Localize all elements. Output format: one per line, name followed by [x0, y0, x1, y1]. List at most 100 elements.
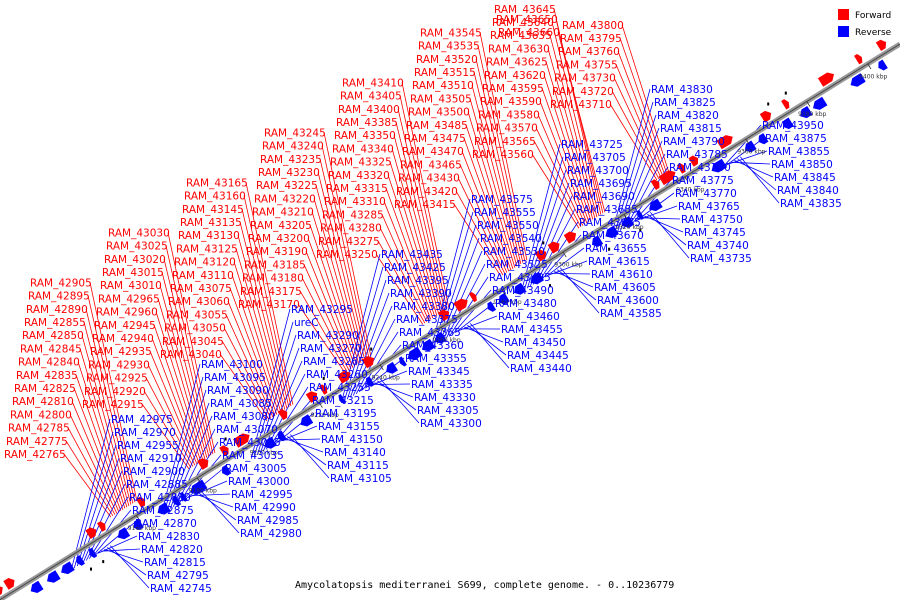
gene-label[interactable]: RAM_43030 [108, 227, 170, 239]
gene-label[interactable]: RAM_42915 [82, 399, 144, 411]
gene-label[interactable]: RAM_43600 [597, 295, 659, 307]
reverse-gene-arrow[interactable] [31, 581, 44, 593]
gene-label[interactable]: RAM_43845 [774, 172, 836, 184]
gene-label[interactable]: RAM_43065 [219, 437, 281, 449]
gene-label[interactable]: RAM_43185 [244, 259, 306, 271]
gene-label[interactable]: RAM_43705 [564, 152, 626, 164]
gene-label[interactable]: RAM_43305 [417, 405, 479, 417]
gene-label[interactable]: RAM_43100 [201, 359, 263, 371]
gene-label[interactable]: RAM_42980 [240, 528, 302, 540]
gene-label[interactable]: RAM_43425 [384, 262, 446, 274]
gene-label[interactable]: RAM_43295 [291, 304, 353, 316]
gene-label[interactable]: RAM_43615 [588, 256, 650, 268]
gene-label[interactable]: RAM_43660 [498, 27, 560, 39]
gene-label[interactable]: RAM_43730 [554, 73, 616, 85]
gene-label[interactable]: RAM_43280 [320, 223, 382, 235]
gene-label[interactable]: RAM_43655 [585, 243, 647, 255]
gene-label[interactable]: RAM_42810 [12, 396, 74, 408]
gene-label[interactable]: RAM_43840 [777, 185, 839, 197]
gene-label[interactable]: RAM_43775 [672, 175, 734, 187]
gene-label[interactable]: RAM_43250 [316, 249, 378, 261]
gene-label[interactable]: RAM_43500 [408, 107, 470, 119]
gene-label[interactable]: RAM_42905 [30, 277, 92, 289]
gene-label[interactable]: RAM_43770 [675, 188, 737, 200]
gene-label[interactable]: RAM_43480 [495, 298, 557, 310]
gene-label[interactable]: RAM_43800 [562, 20, 624, 32]
gene-label[interactable]: RAM_43515 [414, 67, 476, 79]
gene-label[interactable]: RAM_43340 [332, 143, 394, 155]
gene-label[interactable]: RAM_43780 [669, 162, 731, 174]
gene-label[interactable]: RAM_43350 [334, 130, 396, 142]
gene-label[interactable]: RAM_43460 [498, 311, 560, 323]
gene-label[interactable]: RAM_43410 [342, 77, 404, 89]
gene-label[interactable]: RAM_42985 [237, 515, 299, 527]
gene-label[interactable]: RAM_43565 [474, 136, 536, 148]
gene-label[interactable]: RAM_42850 [22, 330, 84, 342]
gene-label[interactable]: RAM_43525 [486, 259, 548, 271]
gene-label[interactable]: RAM_43950 [762, 120, 824, 132]
gene-label[interactable]: RAM_43325 [330, 157, 392, 169]
gene-label[interactable]: RAM_42745 [150, 583, 212, 595]
gene-label[interactable]: RAM_43070 [216, 424, 278, 436]
gene-label[interactable]: RAM_43875 [765, 133, 827, 145]
gene-label[interactable]: RAM_43135 [180, 217, 242, 229]
gene-label[interactable]: RAM_43700 [567, 165, 629, 177]
gene-label[interactable]: RAM_43165 [186, 177, 248, 189]
gene-label[interactable]: RAM_43130 [178, 230, 240, 242]
gene-label[interactable]: RAM_43530 [483, 246, 545, 258]
gene-label[interactable]: RAM_43510 [412, 80, 474, 92]
gene-label[interactable]: RAM_43385 [336, 117, 398, 129]
gene-label[interactable]: RAM_43815 [660, 123, 722, 135]
gene-label[interactable]: RAM_43045 [162, 336, 224, 348]
gene-label[interactable]: RAM_43440 [510, 363, 572, 375]
gene-label[interactable]: RAM_43630 [488, 43, 550, 55]
gene-label[interactable]: RAM_43235 [260, 154, 322, 166]
gene-label[interactable]: RAM_43140 [324, 447, 386, 459]
gene-label[interactable]: RAM_43555 [474, 207, 536, 219]
gene-label[interactable]: RAM_43535 [418, 41, 480, 53]
gene-label[interactable]: RAM_43150 [321, 434, 383, 446]
gene-label[interactable]: RAM_43650 [496, 14, 558, 26]
gene-label[interactable]: RAM_43115 [327, 460, 389, 472]
gene-label[interactable]: RAM_42935 [90, 346, 152, 358]
gene-label[interactable]: RAM_43395 [387, 275, 449, 287]
gene-label[interactable]: RAM_43275 [318, 236, 380, 248]
gene-label[interactable]: RAM_42855 [24, 317, 86, 329]
gene-label[interactable]: RAM_43790 [663, 136, 725, 148]
gene-label[interactable]: RAM_43850 [771, 159, 833, 171]
gene-label[interactable]: RAM_43710 [550, 99, 612, 111]
gene-label[interactable]: RAM_43050 [164, 323, 226, 335]
gene-labels[interactable]: RAM_42765RAM_42775RAM_42785RAM_42800RAM_… [4, 4, 842, 595]
gene-label[interactable]: RAM_43240 [262, 141, 324, 153]
gene-label[interactable]: RAM_43570 [476, 123, 538, 135]
gene-label[interactable]: RAM_42940 [92, 333, 154, 345]
gene-label[interactable]: RAM_42825 [14, 383, 76, 395]
gene-label[interactable]: RAM_43060 [168, 296, 230, 308]
gene-label[interactable]: RAM_43855 [768, 146, 830, 158]
gene-label[interactable]: RAM_42965 [98, 293, 160, 305]
gene-label[interactable]: RAM_42845 [20, 343, 82, 355]
gene-label[interactable]: RAM_43435 [381, 249, 443, 261]
gene-label[interactable]: RAM_43495 [489, 272, 551, 284]
gene-label[interactable]: RAM_43220 [254, 193, 316, 205]
gene-label[interactable]: RAM_42900 [123, 466, 185, 478]
gene-label[interactable]: RAM_43610 [591, 269, 653, 281]
gene-label[interactable]: RAM_43735 [690, 253, 752, 265]
gene-label[interactable]: RAM_43620 [484, 70, 546, 82]
gene-label[interactable]: RAM_43695 [570, 178, 632, 190]
gene-label[interactable]: RAM_43225 [256, 180, 318, 192]
gene-label[interactable]: RAM_43380 [393, 301, 455, 313]
gene-label[interactable]: RAM_43455 [501, 324, 563, 336]
gene-label[interactable]: RAM_42960 [96, 307, 158, 319]
gene-label[interactable]: RAM_43445 [507, 350, 569, 362]
gene-label[interactable]: RAM_42990 [234, 502, 296, 514]
gene-label[interactable]: RAM_43010 [100, 280, 162, 292]
gene-label[interactable]: RAM_43690 [573, 191, 635, 203]
gene-label[interactable]: RAM_43825 [654, 97, 716, 109]
gene-label[interactable]: RAM_43415 [394, 199, 456, 211]
gene-label[interactable]: RAM_43685 [576, 204, 638, 216]
gene-label[interactable]: RAM_43405 [340, 91, 402, 103]
gene-label[interactable]: RAM_43835 [780, 198, 842, 210]
gene-label[interactable]: RAM_42880 [129, 492, 191, 504]
gene-label[interactable]: RAM_43830 [651, 84, 713, 96]
